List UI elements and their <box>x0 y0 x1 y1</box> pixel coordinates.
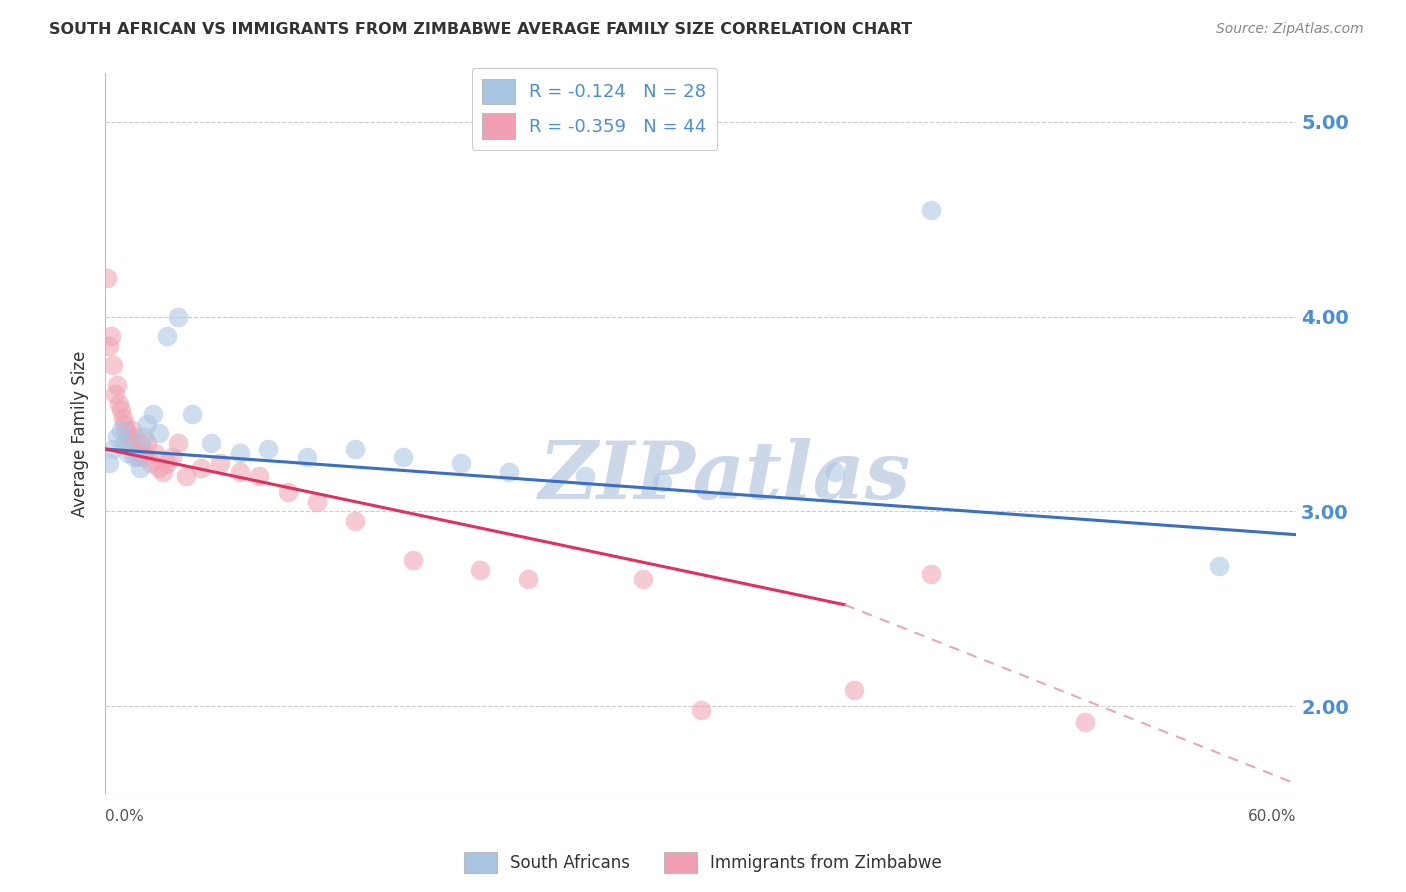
Point <box>120 436 142 450</box>
Point <box>112 417 135 431</box>
Point <box>125 442 148 456</box>
Point <box>156 329 179 343</box>
Point <box>152 466 174 480</box>
Point <box>101 359 124 373</box>
Point <box>128 436 150 450</box>
Point <box>121 423 143 437</box>
Point <box>180 407 202 421</box>
Point <box>824 466 846 480</box>
Point <box>122 450 145 464</box>
Point <box>96 270 118 285</box>
Point <box>115 423 138 437</box>
Text: SOUTH AFRICAN VS IMMIGRANTS FROM ZIMBABWE AVERAGE FAMILY SIZE CORRELATION CHART: SOUTH AFRICAN VS IMMIGRANTS FROM ZIMBABW… <box>49 22 912 37</box>
Point <box>98 456 121 470</box>
Point <box>98 339 121 353</box>
Point <box>401 553 423 567</box>
Point <box>228 446 250 460</box>
Point <box>110 423 132 437</box>
Text: Source: ZipAtlas.com: Source: ZipAtlas.com <box>1216 22 1364 37</box>
Point <box>920 202 942 217</box>
Point <box>200 436 222 450</box>
Y-axis label: Average Family Size: Average Family Size <box>72 351 89 516</box>
Point <box>167 436 190 450</box>
Point <box>574 469 596 483</box>
Point <box>247 469 270 483</box>
Point <box>228 466 250 480</box>
Legend: South Africans, Immigrants from Zimbabwe: South Africans, Immigrants from Zimbabwe <box>457 846 949 880</box>
Point <box>516 573 538 587</box>
Point <box>343 442 366 456</box>
Point <box>450 456 472 470</box>
Point <box>132 450 155 464</box>
Point <box>131 446 153 460</box>
Point <box>117 446 139 460</box>
Point <box>295 450 318 464</box>
Point <box>101 442 124 456</box>
Point <box>122 430 145 444</box>
Point <box>107 397 129 411</box>
Point <box>257 442 280 456</box>
Point <box>128 461 150 475</box>
Point <box>132 430 155 444</box>
Point <box>190 461 212 475</box>
Point <box>651 475 673 489</box>
Point <box>117 430 139 444</box>
Point <box>498 466 520 480</box>
Point <box>100 329 122 343</box>
Point <box>631 573 654 587</box>
Point <box>141 456 163 470</box>
Point <box>392 450 415 464</box>
Point <box>112 436 135 450</box>
Point <box>110 403 132 417</box>
Point <box>468 563 491 577</box>
Point <box>209 456 232 470</box>
Point <box>1074 714 1097 729</box>
Point <box>1208 558 1230 573</box>
Point <box>343 514 366 528</box>
Point <box>105 377 128 392</box>
Point <box>143 446 166 460</box>
Point <box>844 683 866 698</box>
Point <box>689 703 711 717</box>
Legend: R = -0.124   N = 28, R = -0.359   N = 44: R = -0.124 N = 28, R = -0.359 N = 44 <box>471 68 717 150</box>
Point <box>127 450 149 464</box>
Text: 60.0%: 60.0% <box>1247 809 1296 824</box>
Point <box>277 484 299 499</box>
Point <box>174 469 197 483</box>
Point <box>305 494 328 508</box>
Point <box>920 566 942 581</box>
Point <box>136 436 159 450</box>
Point <box>104 387 127 401</box>
Point <box>142 407 165 421</box>
Point <box>162 450 184 464</box>
Text: ZIPatlas: ZIPatlas <box>538 438 911 516</box>
Point <box>167 310 190 324</box>
Point <box>148 461 170 475</box>
Text: 0.0%: 0.0% <box>105 809 143 824</box>
Point <box>156 456 179 470</box>
Point <box>148 426 170 441</box>
Point <box>136 417 159 431</box>
Point <box>105 430 128 444</box>
Point <box>111 410 134 425</box>
